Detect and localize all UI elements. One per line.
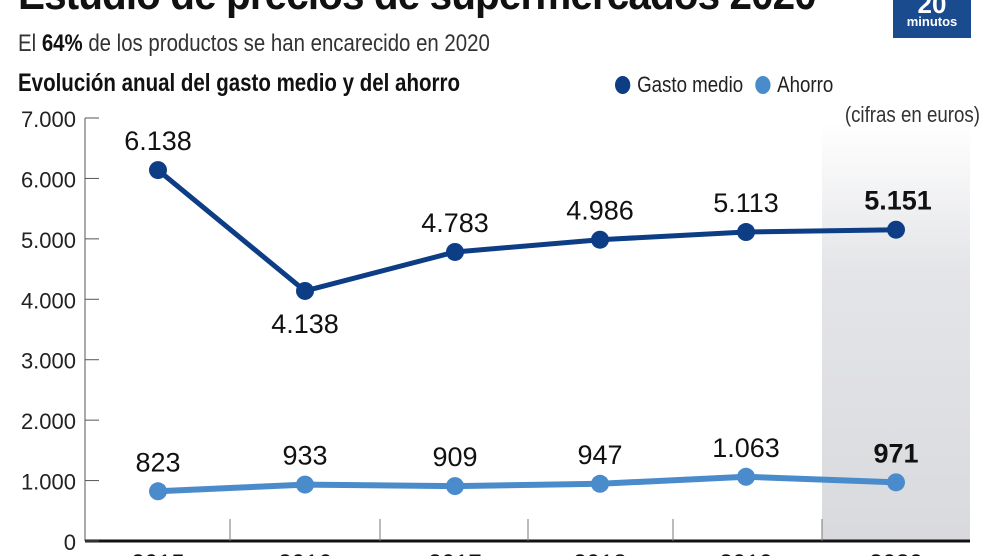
data-point xyxy=(149,482,167,501)
units-note: (cifras en euros) xyxy=(844,102,980,127)
data-point xyxy=(591,230,609,249)
data-label: 1.063 xyxy=(712,433,780,463)
x-tick-label: 2017 xyxy=(428,550,481,556)
legend-item-ahorro: Ahorro xyxy=(755,72,833,98)
page-title: Estudio de precios de supermercados 2020 xyxy=(18,0,817,20)
logo-text: minutos xyxy=(906,14,958,29)
x-tick-label: 2020 xyxy=(869,550,922,556)
legend-label: Gasto medio xyxy=(637,72,744,97)
y-tick-label: 0 xyxy=(64,530,76,555)
legend-dot-icon xyxy=(615,76,631,94)
y-tick-label: 3.000 xyxy=(21,349,76,374)
x-tick-label: 2019 xyxy=(719,550,772,556)
x-tick-label: 2015 xyxy=(131,550,184,556)
y-tick-label: 6.000 xyxy=(21,167,76,192)
data-label: 5.151 xyxy=(864,186,932,216)
legend-dot-icon xyxy=(755,76,771,94)
data-point xyxy=(737,223,755,242)
data-point xyxy=(446,477,464,496)
data-point xyxy=(887,473,905,492)
data-point xyxy=(296,281,314,300)
logo: 20 minutos xyxy=(893,0,971,38)
logo-number: 20 xyxy=(917,0,947,19)
y-tick-label: 2.000 xyxy=(21,409,76,434)
data-point xyxy=(446,242,464,261)
data-label: 4.986 xyxy=(566,196,634,226)
data-label: 4.138 xyxy=(271,309,339,339)
data-label: 6.138 xyxy=(124,126,192,156)
subtitle-highlight: 64% xyxy=(41,30,83,57)
y-tick-label: 7.000 xyxy=(21,107,76,132)
x-tick-label: 2016 xyxy=(278,550,331,556)
subtitle: El 64% de los productos se han encarecid… xyxy=(18,30,490,58)
y-tick-label: 4.000 xyxy=(21,288,76,313)
data-label: 5.113 xyxy=(713,188,779,218)
legend-item-gasto: Gasto medio xyxy=(615,72,743,98)
data-point xyxy=(591,474,609,493)
subtitle-rest: de los productos se han encarecido en 20… xyxy=(88,30,490,57)
data-label: 971 xyxy=(873,438,918,468)
data-point xyxy=(296,475,314,494)
data-label: 933 xyxy=(282,441,327,471)
x-tick-label: 2018 xyxy=(573,550,626,556)
highlight-band xyxy=(822,123,970,541)
subtitle-prefix: El xyxy=(18,30,37,57)
chart-title: Evolución anual del gasto medio y del ah… xyxy=(18,69,460,97)
data-label: 823 xyxy=(135,447,180,477)
data-point xyxy=(887,220,905,239)
y-tick-label: 5.000 xyxy=(21,228,76,253)
data-point xyxy=(149,161,167,180)
data-point xyxy=(737,467,755,486)
y-tick-label: 1.000 xyxy=(21,470,76,495)
legend-label: Ahorro xyxy=(777,72,834,97)
series-line-gasto xyxy=(156,168,897,294)
data-label: 909 xyxy=(432,442,477,472)
legend: Gasto medio Ahorro xyxy=(615,72,845,98)
series-line-ahorro xyxy=(157,473,897,495)
data-label: 4.783 xyxy=(421,208,489,238)
data-label: 947 xyxy=(577,440,622,470)
